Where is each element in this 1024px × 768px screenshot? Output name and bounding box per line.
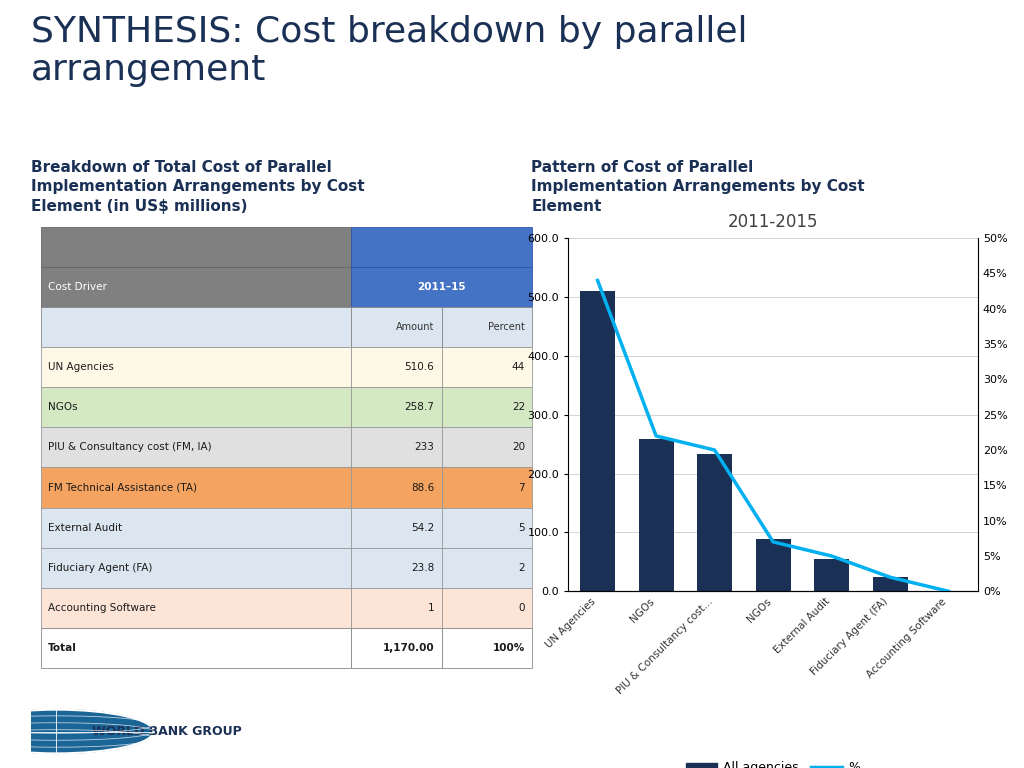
Bar [41,628,350,668]
Bar [350,387,441,427]
Bar [872,578,907,591]
Text: Amount: Amount [396,322,434,332]
Text: 1: 1 [428,603,434,613]
Text: SYNTHESIS: Cost breakdown by parallel
arrangement: SYNTHESIS: Cost breakdown by parallel ar… [31,15,748,88]
Text: 5: 5 [518,523,525,533]
Text: Total: Total [48,643,77,653]
Bar [41,387,350,427]
Text: Pattern of Cost of Parallel
Implementation Arrangements by Cost
Element: Pattern of Cost of Parallel Implementati… [531,161,865,214]
Bar [41,548,350,588]
Bar [814,559,849,591]
Bar [350,427,441,468]
Bar [41,347,350,387]
Bar [350,508,441,548]
Text: Percent: Percent [488,322,525,332]
Text: PIU & Consultancy cost (FM, IA): PIU & Consultancy cost (FM, IA) [48,442,212,452]
Bar [441,387,532,427]
Legend: All agencies, %: All agencies, % [681,756,865,768]
Bar [41,508,350,548]
Bar [441,307,532,347]
Bar [441,468,532,508]
Bar [350,266,532,307]
Bar [41,307,350,347]
Text: 258.7: 258.7 [404,402,434,412]
Bar [350,548,441,588]
Bar [350,307,441,347]
Bar [697,454,732,591]
Text: 7: 7 [518,482,525,492]
Bar [350,347,441,387]
Text: WORLD BANK GROUP: WORLD BANK GROUP [92,725,242,738]
Text: 100%: 100% [493,643,525,653]
Circle shape [0,710,154,753]
Text: 2011–15: 2011–15 [417,282,466,292]
Title: 2011-2015: 2011-2015 [728,213,818,231]
Text: Fiduciary Agent (FA): Fiduciary Agent (FA) [48,563,153,573]
Bar [41,427,350,468]
Text: 88.6: 88.6 [411,482,434,492]
Bar [41,468,350,508]
Text: External Audit: External Audit [48,523,123,533]
Text: 20: 20 [512,442,525,452]
Text: FM Technical Assistance (TA): FM Technical Assistance (TA) [48,482,198,492]
Bar [350,628,441,668]
Text: Accounting Software: Accounting Software [48,603,157,613]
Bar [350,468,441,508]
Text: 2: 2 [518,563,525,573]
Bar [441,628,532,668]
Text: 54.2: 54.2 [411,523,434,533]
Text: NGOs: NGOs [48,402,78,412]
Bar [441,508,532,548]
Text: UN Agencies: UN Agencies [48,362,115,372]
Text: 23.8: 23.8 [411,563,434,573]
Bar [350,588,441,628]
Bar [756,539,791,591]
Bar [41,588,350,628]
Text: 44: 44 [512,362,525,372]
Bar [441,588,532,628]
Bar [350,227,532,266]
Bar [41,227,350,266]
Text: 233: 233 [415,442,434,452]
Text: 22: 22 [512,402,525,412]
Text: 1,170.00: 1,170.00 [383,643,434,653]
Bar [41,266,350,307]
Bar [441,427,532,468]
Bar [580,291,615,591]
Text: Cost Driver: Cost Driver [48,282,108,292]
Bar [441,548,532,588]
Bar [639,439,674,591]
Text: Breakdown of Total Cost of Parallel
Implementation Arrangements by Cost
Element : Breakdown of Total Cost of Parallel Impl… [31,161,365,214]
Text: 510.6: 510.6 [404,362,434,372]
Bar [441,347,532,387]
Text: 0: 0 [518,603,525,613]
